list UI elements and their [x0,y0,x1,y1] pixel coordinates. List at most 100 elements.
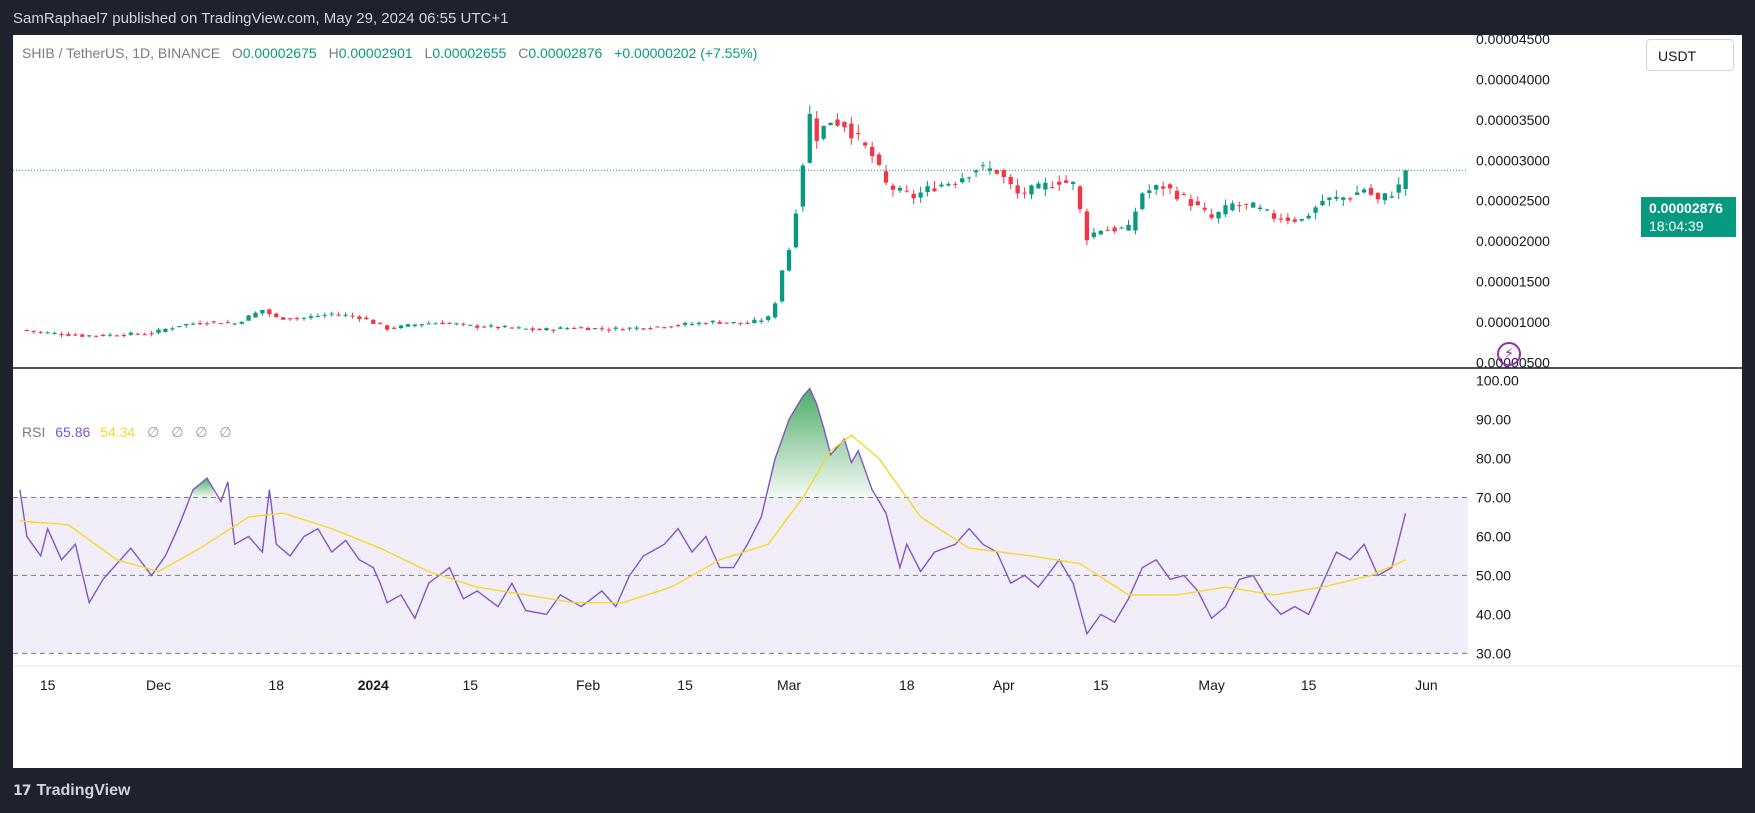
alert-bolt-icon[interactable]: ⚡ [1497,342,1521,366]
price-tick-label: 0.00004500 [1476,35,1550,47]
candle-body [592,328,598,330]
candle-body [419,324,424,326]
tradingview-brand: TradingView [36,782,131,799]
time-tick-label: 15 [1301,677,1317,693]
candle-body [869,146,875,157]
candle-body [461,323,466,325]
candle-body [1050,187,1055,189]
candle-body [1160,186,1166,189]
candle-body [772,303,778,318]
candle-body [572,328,577,330]
high-key: H [328,45,339,61]
candle-body [1237,205,1242,207]
candle-body [1036,183,1041,189]
candle-body [1223,205,1228,215]
candle-body [516,327,521,329]
candle-body [260,309,265,314]
candle-body [488,325,494,327]
candle-body [745,322,750,324]
candle-body [1244,203,1249,205]
candle-body [932,188,937,192]
candle-body [322,314,327,316]
candle-body [128,332,133,335]
candle-body [1230,203,1235,211]
candle-body [627,327,632,329]
candle-body [246,315,251,321]
candle-body [994,170,1000,174]
candle-body [966,177,972,179]
candle-body [1195,201,1200,206]
candle-body [1341,197,1346,200]
rsi-band-background [13,497,1468,654]
candle-body [1105,229,1110,231]
price-tick-label: 0.00004000 [1476,71,1550,87]
price-tick-label: 0.00002000 [1476,233,1550,249]
candle-body [779,270,785,302]
candle-body [890,185,896,190]
time-tick-label: May [1198,677,1224,693]
candle-body [454,323,459,325]
price-pane[interactable]: 0.000005000.000010000.000015000.00002000… [13,31,1742,370]
candle-body [696,322,702,324]
candle-body [1119,227,1124,229]
time-axis[interactable]: 15 Dec 18 2024 15 Feb 15 Mar 18 Apr 15 May 15 Jun [13,665,1742,693]
candle-body [1188,199,1194,206]
candle-body [544,328,549,331]
candle-body [1348,198,1353,200]
time-tick-label: 15 [40,677,56,693]
candle-body [1375,192,1381,200]
candle-body [73,334,78,336]
candle-body [267,309,272,315]
candle-body [1181,193,1187,195]
price-tick-label: 0.00001000 [1476,314,1550,330]
candle-body [1174,190,1180,200]
candle-body [45,332,50,334]
candle-body [1091,232,1097,238]
candle-body [412,324,418,327]
currency-button[interactable]: USDT [1646,39,1734,71]
candle-body [1209,214,1214,218]
candle-body [634,327,639,329]
candle-body [1251,202,1256,208]
time-tick-label: 18 [899,677,915,693]
candle-body [911,193,916,199]
chart-canvas[interactable]: 0.000005000.000010000.000015000.00002000… [13,31,1742,768]
candle-body [475,325,480,328]
chart-frame[interactable]: 0.00000500 0.00001000 0.00001500 0.00002000… [13,31,1742,768]
time-tick-label: Mar [777,677,801,693]
candle-body [558,327,563,329]
candle-body [405,324,411,327]
candle-body [308,316,314,318]
candle-body [738,322,743,324]
candle-body [142,334,147,336]
candle-body [925,186,930,193]
candle-body [648,327,653,329]
time-tick-label: 15 [677,677,693,693]
tradingview-logo[interactable]: 17 TradingView [13,782,130,800]
candle-body [814,118,819,141]
candle-body [378,322,383,324]
rsi-title: RSI [22,424,46,440]
open-value: 0.00002675 [242,45,317,61]
candle-body [281,317,286,320]
candle-body [52,332,57,334]
candle-body [724,322,729,324]
candle-body [100,334,106,337]
rsi-pane[interactable]: 30.00 40.00 50.00 60.00 70.00 80.00 90.00 100.0… [13,373,1519,662]
rsi-ma-value: 54.34 [100,424,136,440]
candle-body [170,328,175,330]
rsi-tick-label: 90.00 [1476,412,1511,428]
candle-body [59,334,64,336]
price-tick-label: 0.00002500 [1476,193,1550,209]
time-tick-label: Feb [576,677,600,693]
candle-body [87,335,92,337]
time-tick-label: 18 [268,677,284,693]
candle-body [599,328,605,330]
rsi-extra-2: ∅ [171,424,184,440]
rsi-tick-label: 70.00 [1476,490,1511,506]
time-tick-label: Dec [146,677,171,693]
candle-body [835,119,840,126]
open-key: O [231,45,243,61]
candle-body [114,335,120,337]
candle-body [149,333,154,335]
